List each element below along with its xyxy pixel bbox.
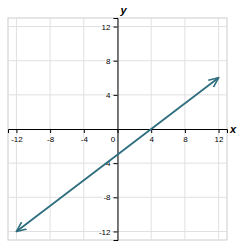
x-tick-label: 8 [183, 135, 188, 144]
x-tick: -4 [81, 129, 89, 144]
x-tick-label: 4 [149, 135, 154, 144]
y-tick-label: -12 [99, 228, 111, 237]
y-tick-mark [114, 163, 118, 164]
y-tick: 12 [102, 23, 118, 32]
chart-svg: -12-8-404812-12-8-44812xy [0, 0, 243, 248]
x-tick-label: -12 [11, 135, 23, 144]
y-tick-label: 8 [106, 57, 111, 66]
x-tick-mark [219, 129, 220, 133]
x-tick-mark [50, 129, 51, 133]
y-tick-mark [114, 27, 118, 28]
x-tick: -8 [47, 129, 55, 144]
y-tick-mark [114, 197, 118, 198]
x-tick: 12 [215, 129, 224, 144]
y-tick-label: 12 [102, 23, 111, 32]
x-tick: -12 [11, 129, 23, 144]
x-tick-label: 12 [215, 135, 224, 144]
x-tick: 0 [111, 129, 118, 144]
y-tick: -12 [99, 228, 118, 237]
plot-area [16, 78, 218, 232]
x-tick-mark [16, 129, 17, 133]
x-tick: 4 [149, 129, 154, 144]
x-axis-label: x [229, 123, 237, 135]
x-tick-label: -4 [81, 135, 89, 144]
y-tick-mark [114, 95, 118, 96]
axis-line [114, 19, 119, 241]
x-tick-mark [84, 129, 85, 133]
x-tick: 8 [183, 129, 188, 144]
y-tick-label: -8 [103, 193, 111, 202]
y-tick-label: 4 [106, 91, 111, 100]
y-tick-mark [114, 231, 118, 232]
y-axis: -12-8-44812 [99, 19, 118, 241]
y-tick: 4 [106, 91, 117, 100]
chart-container: -12-8-404812-12-8-44812xy [0, 0, 243, 248]
y-axis-label: y [120, 4, 128, 16]
grid [8, 18, 227, 240]
y-tick: -8 [103, 193, 117, 202]
x-tick-label: -8 [47, 135, 55, 144]
y-tick: 8 [106, 57, 117, 66]
plot-frame [8, 18, 227, 240]
y-tick-mark [114, 61, 118, 62]
data-line [16, 78, 218, 232]
x-tick-label: 0 [111, 135, 116, 144]
x-tick-mark [185, 129, 186, 133]
